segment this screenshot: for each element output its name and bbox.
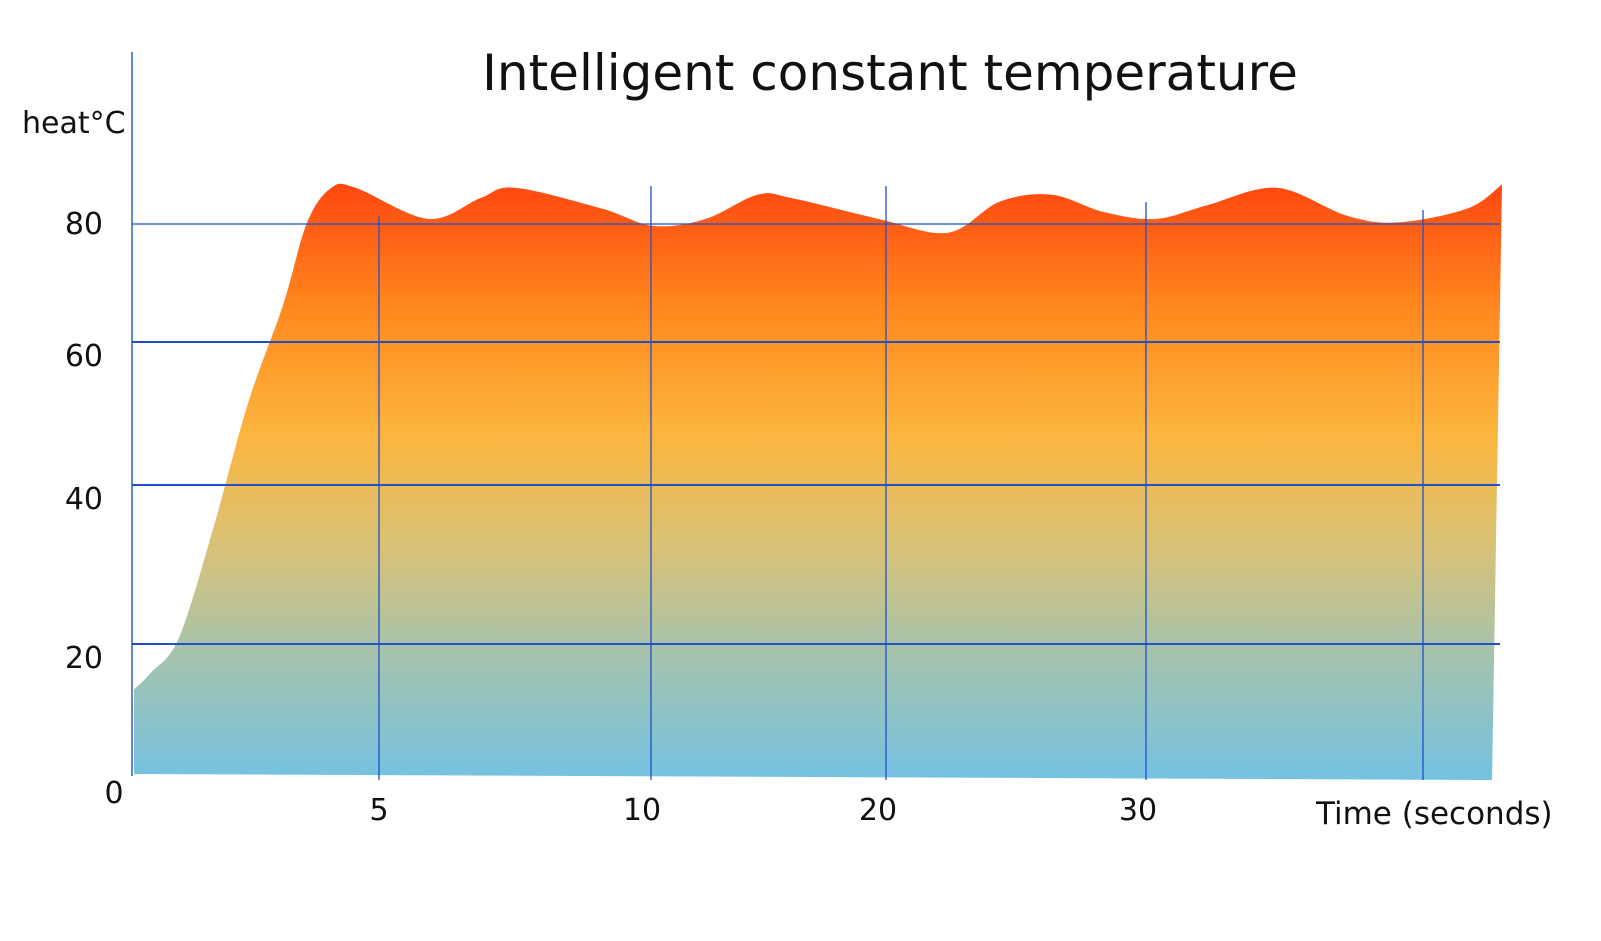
y-tick-label-40: 40	[65, 482, 103, 517]
x-tick-label-20: 20	[859, 793, 897, 828]
x-tick-label-10: 10	[623, 793, 661, 828]
origin-label: 0	[104, 776, 123, 811]
x-tick-label-30: 30	[1119, 793, 1157, 828]
x-axis-label: Time (seconds)	[1316, 796, 1553, 832]
y-axis-label: heat°C	[22, 106, 126, 141]
y-tick-label-20: 20	[65, 641, 103, 676]
tick-labels: 20 40 60 80 0 5 10 20 30	[65, 207, 1157, 828]
chart-title: Intelligent constant temperature	[482, 44, 1298, 102]
temperature-area	[134, 183, 1502, 780]
y-tick-label-60: 60	[65, 339, 103, 374]
x-tick-label-5: 5	[369, 793, 388, 828]
grid-lines	[131, 52, 1500, 780]
y-tick-label-80: 80	[65, 207, 103, 242]
